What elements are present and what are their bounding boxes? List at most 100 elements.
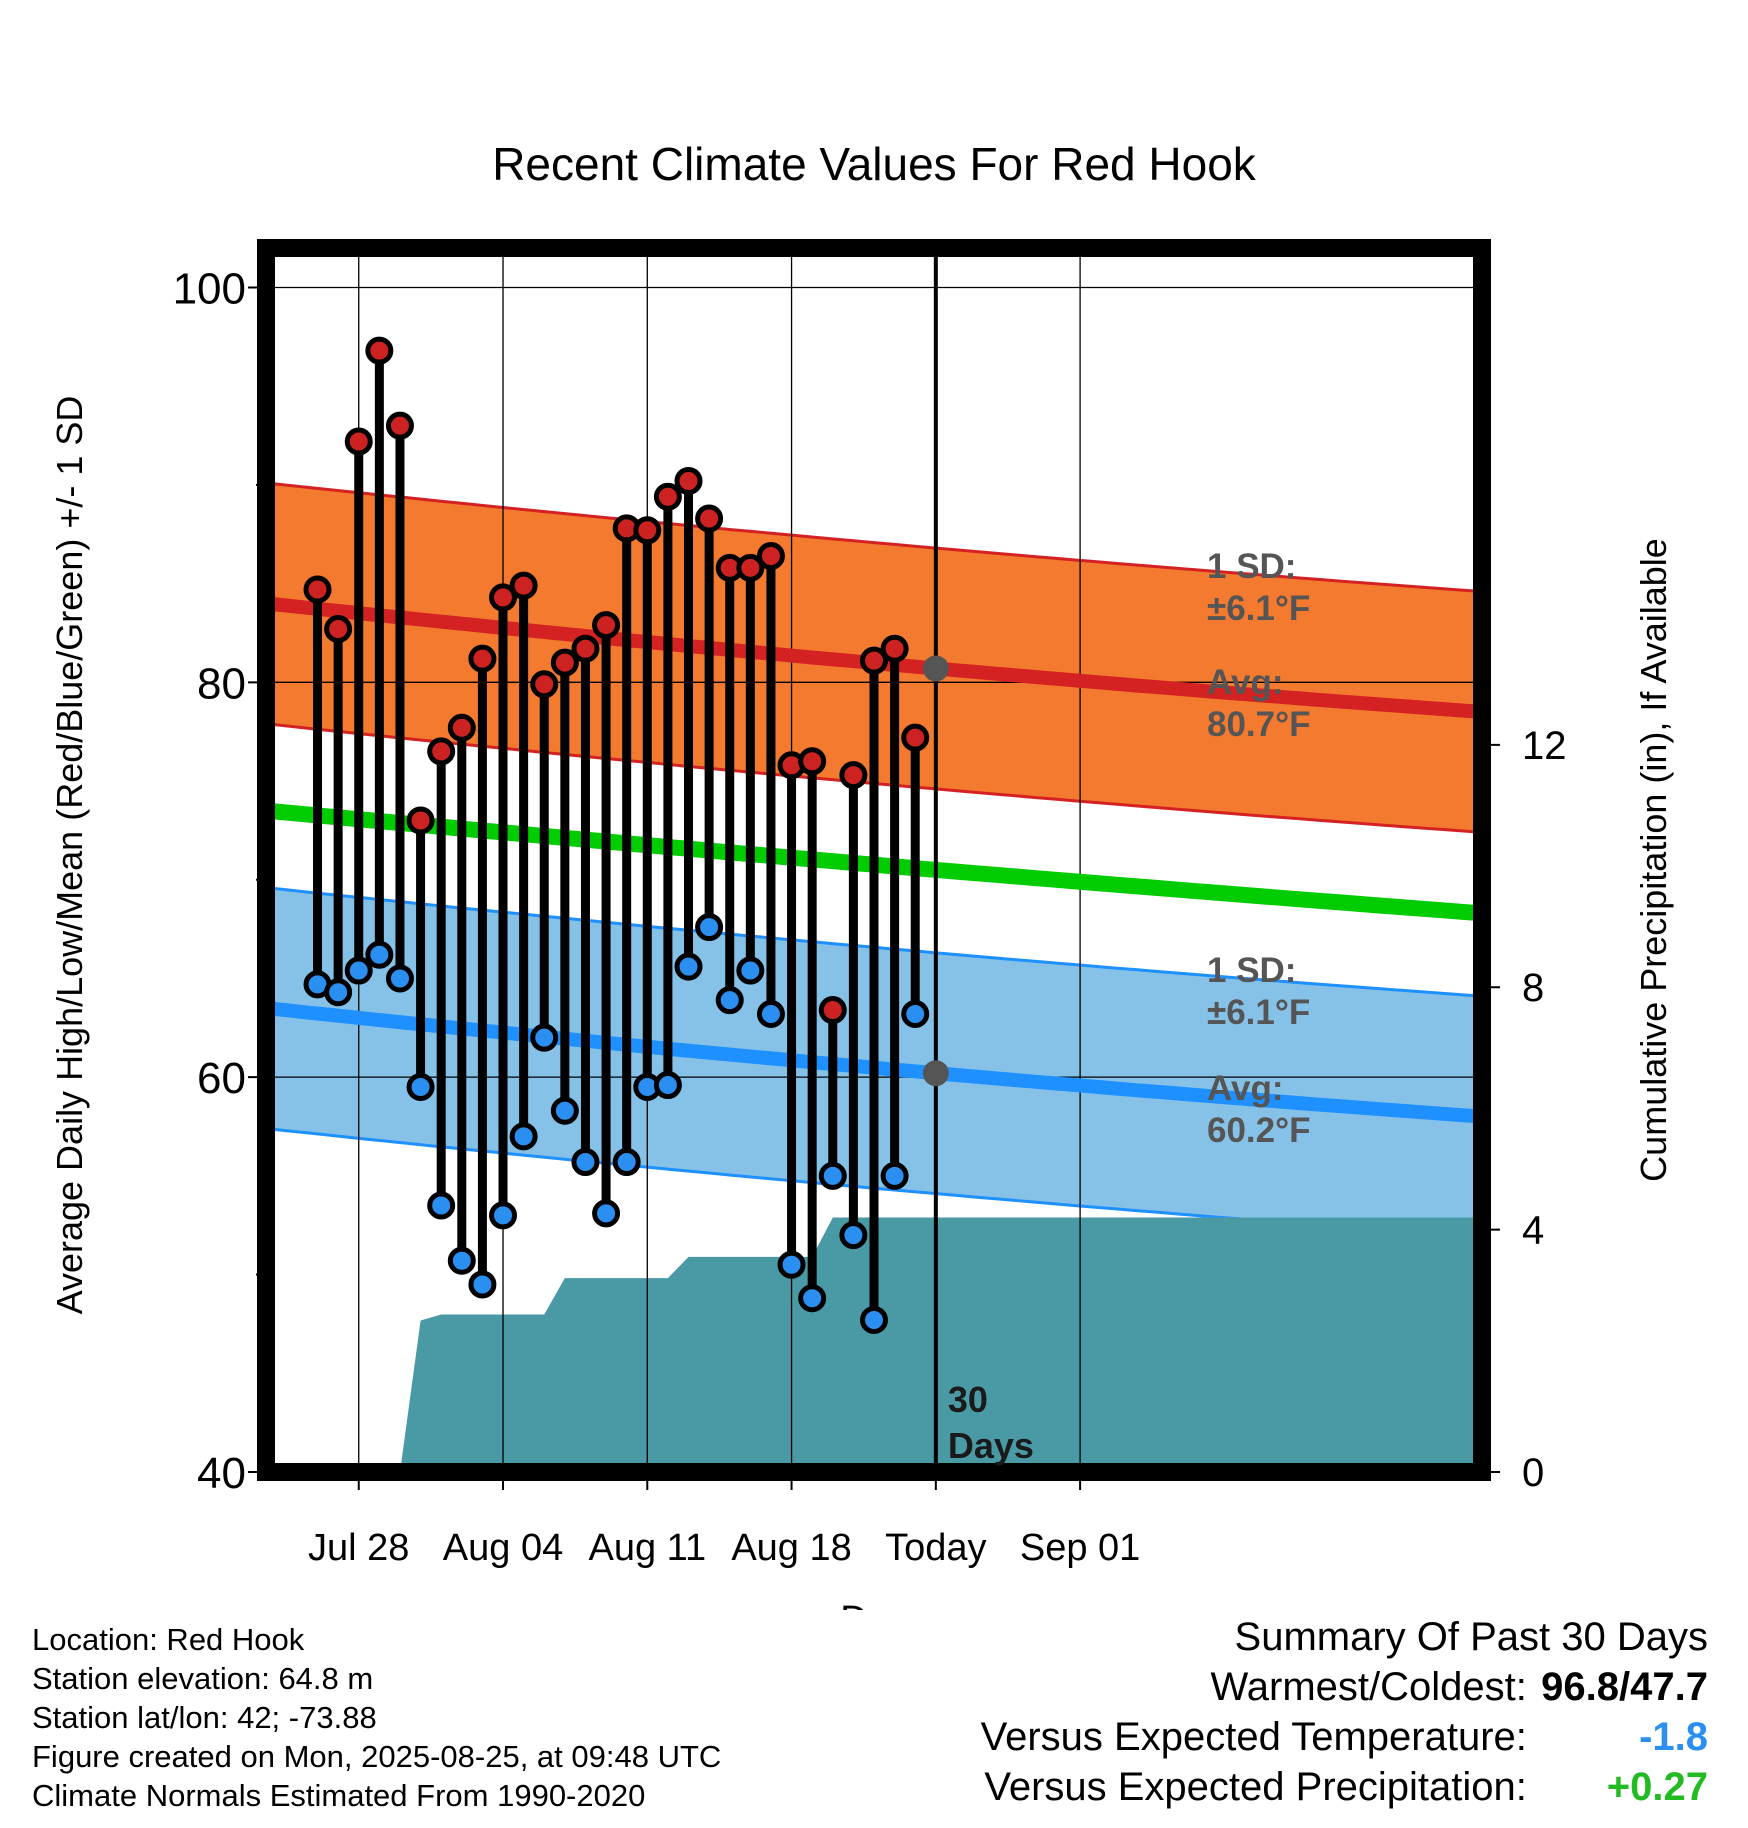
precipitation-fill [400, 1217, 1482, 1472]
daily-low-dot [880, 1161, 909, 1190]
low-sd-value: ±6.1°F [1207, 993, 1310, 1032]
summary-precip-row: Versus Expected Precipitation: +0.27 [981, 1762, 1708, 1812]
daily-low-dot [674, 952, 703, 981]
high-avg-value: 80.7°F [1207, 705, 1311, 744]
daily-high-dot [406, 806, 435, 835]
daily-high-dot [880, 634, 909, 663]
daily-low-dot [509, 1122, 538, 1151]
daily-high-dot [736, 553, 765, 582]
today-low-avg-dot [922, 1060, 949, 1087]
chart-title: Recent Climate Values For Red Hook [492, 138, 1257, 190]
daily-high-dot [365, 336, 394, 365]
low-avg-label: Avg: [1207, 1069, 1283, 1108]
precipitation-area [400, 1217, 1482, 1472]
low-sd-label: 1 SD: [1207, 951, 1296, 990]
daily-low-dot [365, 940, 394, 969]
created-text: Figure created on Mon, 2025-08-25, at 09… [32, 1739, 722, 1774]
daily-low-dot [406, 1073, 435, 1102]
climate-chart: Recent Climate Values For Red Hook 40608… [49, 138, 1674, 1610]
daily-high-dot [344, 427, 373, 456]
daily-low-dot [530, 1023, 559, 1052]
y-tick-label: 40 [197, 1449, 246, 1498]
daily-low-dot [736, 956, 765, 985]
plot-frame [257, 239, 1491, 1481]
today-days-label-line: 30 [948, 1379, 988, 1420]
daily-high-dot [592, 611, 621, 640]
daily-low-dot [427, 1191, 456, 1220]
daily-high-dot [653, 482, 682, 511]
daily-high-dot [860, 646, 888, 675]
daily-low-dot [715, 986, 744, 1015]
daily-high-dot [530, 670, 559, 699]
daily-high-dot [427, 737, 456, 766]
y-axis-label: Average Daily High/Low/Mean (Red/Blue/Gr… [49, 396, 90, 1315]
daily-high-dot [468, 644, 497, 673]
temp-value: -1.8 [1639, 1715, 1708, 1759]
daily-low-dot [798, 1284, 827, 1313]
y2-tick-label: 8 [1522, 966, 1544, 1010]
today-days-label: 30 Days [948, 1379, 1034, 1466]
summary-temp-row: Versus Expected Temperature: -1.8 [981, 1712, 1708, 1762]
daily-low-dot [489, 1201, 518, 1230]
daily-low-dot [756, 999, 785, 1028]
daily-high-dot [798, 747, 827, 776]
precip-label: Versus Expected Precipitation: [984, 1765, 1527, 1809]
daily-high-dot [695, 504, 724, 533]
daily-high-dot [385, 411, 414, 440]
axes: 40 60 80 100 0 4 8 12 Jul 28 Aug 04 Aug 11 Aug 18 To… [173, 264, 1567, 1569]
low-avg-value: 60.2°F [1207, 1111, 1311, 1150]
daily-low-dot [901, 999, 930, 1028]
y2-tick-label: 12 [1522, 724, 1567, 768]
daily-high-dot [633, 516, 662, 545]
x-tick-label: Aug 04 [443, 1527, 563, 1569]
summary-warmest-row: Warmest/Coldest: 96.8/47.7 [981, 1662, 1709, 1712]
daily-low-dot [695, 913, 724, 942]
daily-low-dot [550, 1096, 579, 1125]
daily-low-dot [324, 978, 353, 1007]
x-axis-label: Day [840, 1599, 908, 1610]
precip-value: +0.27 [1606, 1765, 1708, 1809]
daily-high-dot [839, 761, 868, 790]
y2-tick-label: 0 [1522, 1451, 1544, 1495]
daily-high-dot [303, 575, 332, 604]
y2-tick-label: 4 [1522, 1209, 1544, 1253]
elevation-text: Station elevation: 64.8 m [32, 1661, 374, 1696]
daily-high-dot [818, 996, 847, 1025]
warmest-label: Warmest/Coldest: [1210, 1665, 1527, 1709]
daily-observations [303, 336, 930, 1334]
daily-high-dot [550, 648, 579, 677]
daily-high-dot [489, 583, 518, 612]
warmest-value: 96.8/47.7 [1541, 1665, 1708, 1709]
daily-low-dot [653, 1071, 682, 1100]
daily-low-dot [818, 1161, 847, 1190]
x-tick-label: Aug 18 [731, 1527, 851, 1569]
location-text: Location: Red Hook [32, 1622, 305, 1657]
daily-low-dot [385, 964, 414, 993]
daily-high-dot [901, 723, 930, 752]
y2-axis-label: Cumulative Precipitation (in), If Availa… [1633, 538, 1674, 1182]
station-info: Location: Red Hook Station elevation: 64… [32, 1620, 721, 1815]
summary-panel: Summary Of Past 30 Days Warmest/Coldest:… [981, 1612, 1708, 1812]
daily-high-dot [447, 713, 476, 742]
high-sd-label: 1 SD: [1207, 547, 1296, 586]
daily-high-dot [509, 571, 538, 600]
high-avg-label: Avg: [1207, 663, 1283, 702]
daily-high-dot [571, 634, 600, 663]
daily-low-dot [777, 1250, 806, 1279]
daily-low-dot [447, 1246, 476, 1275]
daily-high-dot [756, 541, 785, 570]
plot-border [257, 239, 1491, 1481]
daily-low-dot [612, 1148, 641, 1177]
latlon-text: Station lat/lon: 42; -73.88 [32, 1700, 377, 1735]
normal-high-band-upper-edge [265, 481, 1483, 593]
normals-text: Climate Normals Estimated From 1990-2020 [32, 1778, 646, 1813]
annotations: 1 SD: ±6.1°F Avg: 80.7°F 1 SD: ±6.1°F Av… [948, 547, 1311, 1466]
daily-low-dot [860, 1305, 888, 1334]
y-tick-label: 80 [197, 659, 246, 708]
x-tick-label: Sep 01 [1020, 1527, 1140, 1569]
x-tick-label: Aug 11 [588, 1527, 706, 1569]
daily-low-dot [592, 1199, 621, 1228]
daily-low-dot [468, 1270, 497, 1299]
today-days-label-line: Days [948, 1425, 1034, 1466]
daily-low-dot [344, 956, 373, 985]
